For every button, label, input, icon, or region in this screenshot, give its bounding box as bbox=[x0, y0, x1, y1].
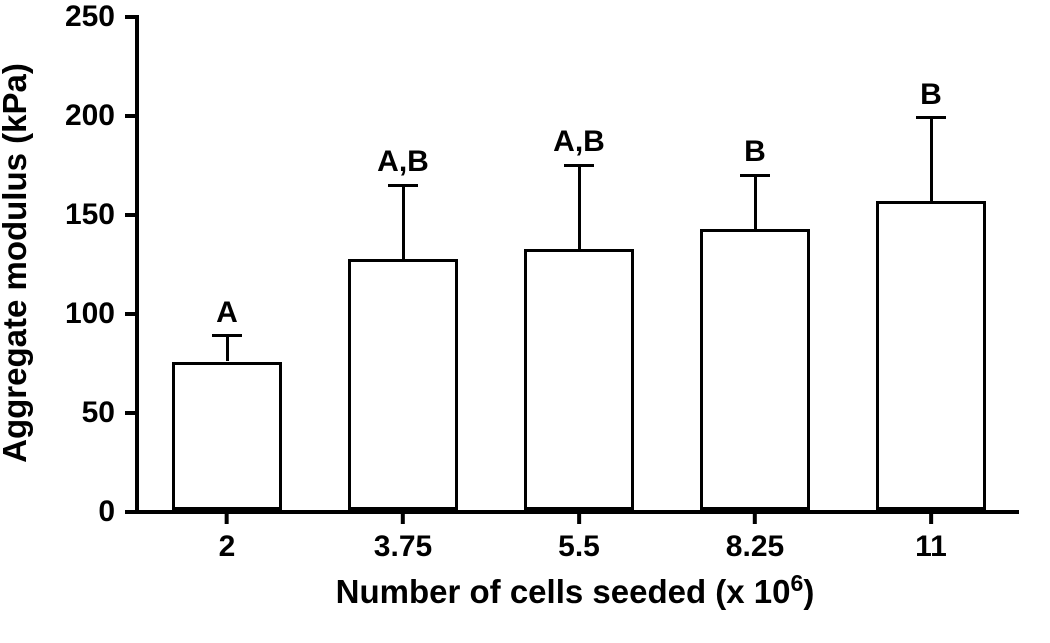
y-tick: 250 bbox=[65, 0, 139, 34]
bar bbox=[876, 201, 985, 510]
chart-container: 0501001502002502A3.75A,B5.5A,B8.25B11B A… bbox=[0, 0, 1050, 643]
y-tick: 100 bbox=[65, 297, 139, 331]
y-tick-label: 150 bbox=[65, 198, 119, 232]
x-tick-mark bbox=[401, 510, 405, 524]
error-cap bbox=[740, 174, 770, 177]
significance-label: B bbox=[744, 135, 766, 169]
y-tick-mark bbox=[125, 411, 139, 415]
significance-label: A,B bbox=[553, 125, 605, 159]
y-tick: 200 bbox=[65, 99, 139, 133]
x-tick-mark bbox=[753, 510, 757, 524]
y-tick-label: 100 bbox=[65, 297, 119, 331]
y-tick-label: 0 bbox=[98, 495, 119, 529]
x-tick-label: 11 bbox=[915, 530, 947, 564]
x-tick-label: 3.75 bbox=[374, 530, 432, 564]
y-tick: 50 bbox=[82, 396, 139, 430]
y-tick-label: 50 bbox=[82, 396, 119, 430]
x-axis-label-pre: Number of cells seeded (x 10 bbox=[336, 573, 791, 610]
x-axis-label-sup: 6 bbox=[791, 570, 804, 596]
error-cap bbox=[388, 184, 418, 187]
bar bbox=[172, 362, 281, 511]
y-tick-mark bbox=[125, 15, 139, 19]
significance-label: A bbox=[216, 296, 238, 330]
x-tick-mark bbox=[577, 510, 581, 524]
y-tick: 150 bbox=[65, 198, 139, 232]
y-tick-mark bbox=[125, 213, 139, 217]
x-tick: 3.75 bbox=[374, 510, 432, 564]
bar bbox=[348, 259, 457, 510]
x-axis-label: Number of cells seeded (x 106) bbox=[336, 570, 815, 611]
x-tick-label: 8.25 bbox=[726, 530, 784, 564]
error-bar bbox=[754, 175, 757, 228]
y-tick: 0 bbox=[98, 495, 139, 529]
plot-area: 0501001502002502A3.75A,B5.5A,B8.25B11B bbox=[135, 15, 1019, 514]
x-tick: 8.25 bbox=[726, 510, 784, 564]
y-tick-mark bbox=[125, 312, 139, 316]
bar bbox=[524, 249, 633, 510]
x-tick: 2 bbox=[219, 510, 236, 564]
error-cap bbox=[564, 164, 594, 167]
x-tick-mark bbox=[929, 510, 933, 524]
y-axis-label: Aggregate modulus (kPa) bbox=[0, 63, 34, 463]
y-tick-mark bbox=[125, 114, 139, 118]
error-cap bbox=[212, 334, 242, 337]
error-bar bbox=[402, 185, 405, 258]
x-axis-label-post: ) bbox=[803, 573, 814, 610]
error-bar bbox=[226, 336, 229, 362]
x-tick: 5.5 bbox=[558, 510, 600, 564]
bar bbox=[700, 229, 809, 510]
error-bar bbox=[930, 118, 933, 201]
y-tick-label: 200 bbox=[65, 99, 119, 133]
error-cap bbox=[916, 116, 946, 119]
significance-label: B bbox=[920, 78, 942, 112]
y-tick-label: 250 bbox=[65, 0, 119, 34]
y-tick-mark bbox=[125, 510, 139, 514]
significance-label: A,B bbox=[377, 145, 429, 179]
x-tick-label: 5.5 bbox=[558, 530, 600, 564]
error-bar bbox=[578, 165, 581, 248]
x-tick-mark bbox=[225, 510, 229, 524]
x-tick-label: 2 bbox=[219, 530, 236, 564]
x-tick: 11 bbox=[915, 510, 947, 564]
